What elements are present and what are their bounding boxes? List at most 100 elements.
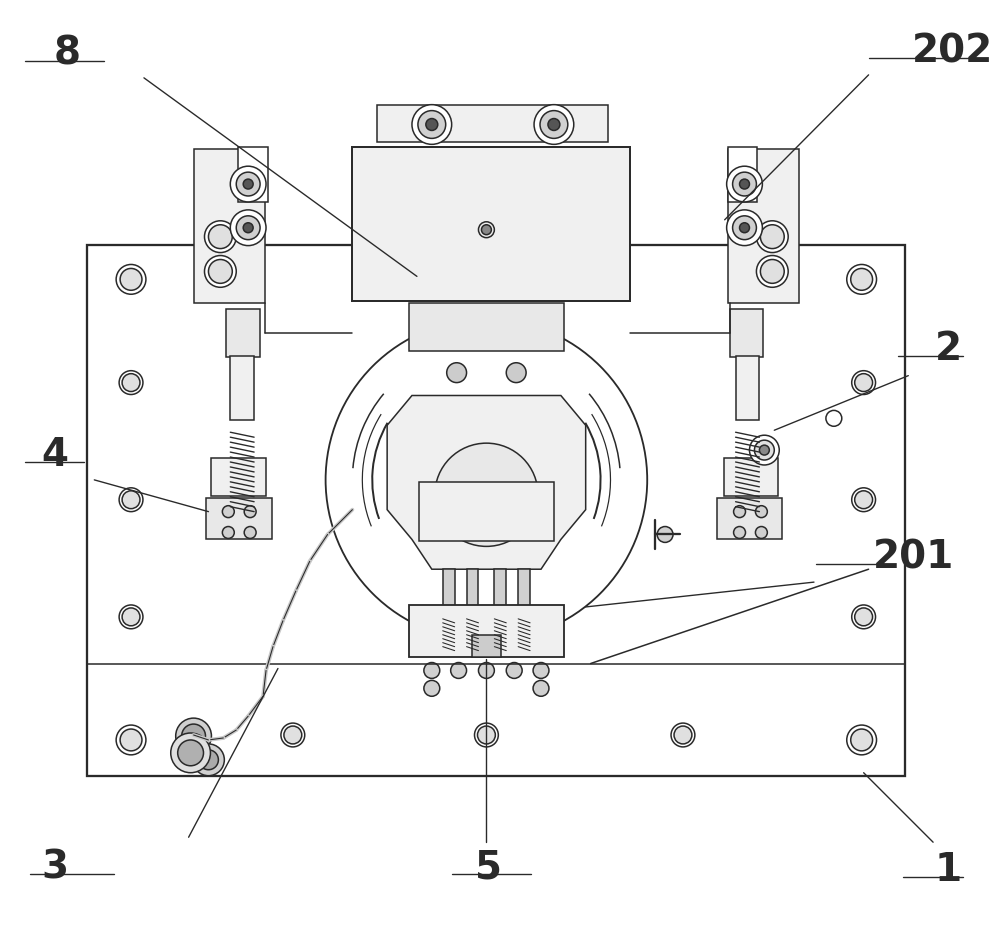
Circle shape	[755, 527, 767, 538]
Bar	[518, 569, 530, 609]
Circle shape	[120, 729, 142, 751]
Circle shape	[116, 725, 146, 755]
Circle shape	[760, 225, 784, 248]
Circle shape	[120, 269, 142, 290]
Bar	[494, 569, 506, 609]
Text: 201: 201	[873, 538, 954, 576]
Circle shape	[548, 119, 560, 131]
Bar	[443, 569, 455, 609]
Circle shape	[244, 506, 256, 518]
Circle shape	[530, 322, 552, 344]
Circle shape	[244, 527, 256, 538]
Circle shape	[116, 265, 146, 294]
Circle shape	[740, 179, 749, 189]
Circle shape	[657, 527, 673, 543]
Circle shape	[759, 445, 769, 455]
Bar	[419, 482, 554, 542]
Circle shape	[756, 256, 788, 287]
Circle shape	[122, 491, 140, 508]
Circle shape	[171, 733, 210, 772]
Circle shape	[119, 488, 143, 512]
Bar	[230, 356, 254, 420]
Text: 1: 1	[934, 851, 962, 889]
Bar	[728, 149, 799, 303]
Circle shape	[852, 370, 876, 394]
Bar	[87, 244, 905, 776]
Circle shape	[230, 210, 266, 245]
Circle shape	[208, 259, 232, 283]
Bar	[238, 147, 268, 202]
Circle shape	[412, 105, 452, 144]
Circle shape	[847, 725, 877, 755]
Circle shape	[855, 608, 873, 626]
Circle shape	[727, 166, 762, 202]
Circle shape	[733, 216, 756, 240]
Bar	[730, 309, 763, 357]
Circle shape	[826, 410, 842, 426]
Circle shape	[474, 723, 498, 747]
Circle shape	[428, 329, 436, 337]
Circle shape	[435, 444, 538, 546]
Bar	[728, 147, 757, 202]
Circle shape	[178, 740, 203, 766]
Bar	[194, 149, 265, 303]
Bar	[717, 498, 782, 540]
Circle shape	[447, 363, 467, 382]
Circle shape	[506, 363, 526, 382]
Circle shape	[855, 374, 873, 392]
Circle shape	[182, 724, 205, 748]
Circle shape	[760, 259, 784, 283]
Circle shape	[756, 220, 788, 253]
Circle shape	[424, 681, 440, 696]
Circle shape	[525, 317, 557, 349]
Circle shape	[749, 435, 779, 465]
Circle shape	[477, 726, 495, 744]
Circle shape	[204, 256, 236, 287]
Circle shape	[243, 179, 253, 189]
Circle shape	[176, 719, 211, 754]
Circle shape	[540, 110, 568, 138]
Circle shape	[204, 220, 236, 253]
Circle shape	[119, 605, 143, 629]
Bar	[352, 147, 630, 301]
Text: 3: 3	[41, 848, 68, 886]
Circle shape	[243, 223, 253, 232]
Circle shape	[855, 491, 873, 508]
Circle shape	[674, 726, 692, 744]
Circle shape	[740, 223, 749, 232]
Text: 2: 2	[934, 330, 962, 368]
Circle shape	[755, 506, 767, 518]
Circle shape	[122, 608, 140, 626]
Circle shape	[851, 729, 873, 751]
Circle shape	[847, 265, 877, 294]
Circle shape	[451, 662, 467, 679]
Circle shape	[416, 317, 448, 349]
Circle shape	[733, 172, 756, 196]
Circle shape	[533, 662, 549, 679]
Circle shape	[727, 210, 762, 245]
Circle shape	[284, 726, 302, 744]
Bar	[467, 569, 478, 609]
Circle shape	[326, 319, 647, 641]
Circle shape	[754, 440, 774, 460]
Circle shape	[734, 527, 745, 538]
Circle shape	[230, 166, 266, 202]
Circle shape	[534, 105, 574, 144]
Circle shape	[119, 370, 143, 394]
Circle shape	[852, 488, 876, 512]
Circle shape	[281, 723, 305, 747]
Circle shape	[236, 172, 260, 196]
Bar	[211, 458, 266, 495]
Circle shape	[418, 110, 446, 138]
Circle shape	[193, 744, 224, 776]
Circle shape	[199, 750, 218, 770]
Circle shape	[426, 119, 438, 131]
Circle shape	[852, 605, 876, 629]
Circle shape	[481, 225, 491, 234]
Bar	[409, 303, 564, 351]
Bar	[472, 634, 501, 657]
Circle shape	[122, 374, 140, 392]
Circle shape	[851, 269, 873, 290]
Text: 4: 4	[41, 436, 68, 474]
Circle shape	[236, 216, 260, 240]
